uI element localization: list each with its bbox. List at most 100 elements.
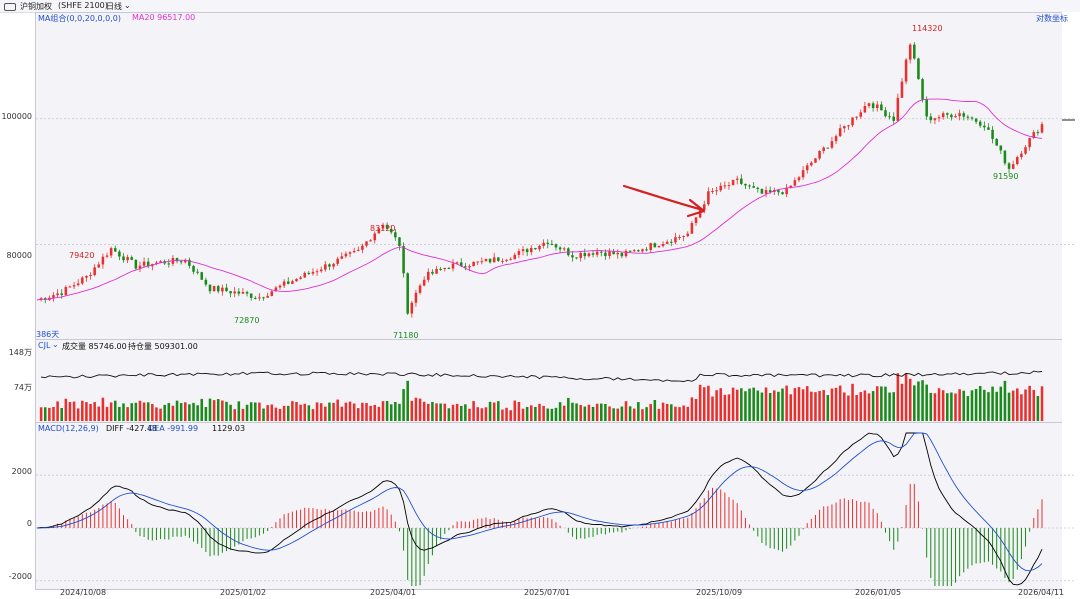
candle-body — [604, 252, 607, 257]
candle-body — [385, 224, 389, 229]
volume-bar — [805, 386, 809, 421]
candle-body — [781, 192, 784, 195]
volume-bar — [1016, 388, 1019, 421]
volume-tick-high: 148万 — [8, 348, 32, 357]
candle-body — [431, 271, 434, 274]
candle-body — [735, 178, 739, 180]
candle-body — [225, 287, 228, 292]
volume-bar — [134, 402, 138, 421]
cjl-chevron-icon[interactable]: ⌄ — [52, 340, 59, 349]
candle-body — [254, 297, 257, 299]
candle-body — [752, 186, 755, 188]
candle-body — [369, 240, 372, 242]
candle-body — [595, 251, 599, 255]
macd-label[interactable]: MACD(12,26,9) — [38, 424, 99, 433]
volume-bar — [830, 388, 834, 421]
candle-body — [97, 264, 101, 268]
price-panel[interactable] — [35, 12, 1077, 341]
candle-body — [126, 257, 129, 261]
candle-body — [336, 258, 339, 264]
candle-body — [913, 44, 916, 59]
volume-bar — [653, 399, 657, 421]
annotation-arrow — [622, 184, 705, 212]
candle-body — [682, 236, 685, 238]
candle-body — [212, 286, 216, 292]
volume-bar — [612, 408, 615, 421]
volume-bar — [311, 409, 315, 421]
candle-body — [435, 268, 438, 274]
volume-bar — [101, 397, 105, 421]
candle-body — [937, 117, 941, 119]
volume-bar — [958, 389, 961, 421]
macd-panel[interactable] — [35, 422, 1077, 590]
annotation-high-83120: 83120 — [370, 224, 396, 233]
volume-bar — [1032, 389, 1036, 421]
candle-body — [270, 291, 274, 296]
open-interest-value: 持仓量 509301.00 — [128, 342, 198, 351]
candle-body — [76, 283, 80, 286]
volume-bar — [204, 407, 208, 421]
candle-body — [1011, 164, 1015, 169]
volume-bar — [369, 405, 372, 421]
candle-body — [950, 114, 953, 118]
candle-body — [657, 246, 661, 248]
volume-bar — [208, 398, 212, 421]
volume-bar — [834, 387, 838, 421]
volume-bar — [105, 406, 109, 421]
volume-bar — [295, 401, 298, 421]
right-scale-strip — [1062, 12, 1080, 599]
volume-bar — [723, 394, 727, 421]
candle-body — [517, 251, 521, 255]
volume-bar — [641, 409, 644, 421]
volume-bar — [707, 385, 710, 421]
volume-bar — [645, 407, 648, 421]
candle-body — [698, 210, 702, 218]
volume-bar — [867, 393, 871, 421]
annotation-arrowhead — [686, 198, 706, 218]
candle-body — [908, 44, 912, 60]
price-tick-100000: 100000 — [1, 112, 32, 121]
candle-body — [68, 286, 72, 288]
instrument-name: 沪铜加权 — [20, 2, 52, 11]
candle-body — [299, 277, 302, 279]
macd-dea-line — [36, 432, 1043, 572]
volume-bar — [871, 391, 875, 421]
volume-bar — [616, 408, 620, 421]
volume-bar — [505, 407, 508, 421]
candle-body — [748, 185, 751, 187]
cjl-label[interactable]: CJL — [38, 341, 51, 350]
volume-bar — [517, 402, 521, 421]
candle-body — [105, 255, 109, 257]
annotation-high-114320: 114320 — [912, 24, 943, 33]
volume-bar — [410, 400, 414, 421]
candle-body — [332, 263, 335, 267]
volume-bar — [562, 405, 566, 421]
volume-bar — [270, 404, 274, 421]
volume-bar — [68, 402, 72, 421]
volume-bar — [950, 392, 953, 421]
volume-bar — [85, 402, 88, 421]
volume-bar — [373, 404, 377, 421]
candle-body — [954, 116, 957, 118]
volume-bar — [109, 402, 113, 421]
chevron-down-icon[interactable]: ⌄ — [124, 1, 131, 10]
candle-body — [501, 260, 504, 262]
volume-bar — [394, 401, 397, 421]
candle-body — [245, 292, 249, 294]
volume-bar — [492, 402, 496, 421]
volume-bar — [772, 390, 776, 421]
ma-indicator-label[interactable]: MA组合(0,0,20,0,0,0) — [38, 14, 121, 23]
candle-body — [534, 248, 537, 250]
volume-bar — [402, 389, 405, 421]
volume-bar — [740, 388, 743, 421]
candle-body — [583, 253, 587, 257]
period-selector[interactable]: 日线 — [106, 2, 122, 11]
log-coord-toggle[interactable]: 对数坐标 — [1036, 14, 1068, 23]
candle-body — [529, 248, 533, 253]
volume-bar — [731, 387, 735, 421]
candle-body — [196, 271, 199, 273]
candle-body — [52, 295, 55, 298]
candle-body — [56, 293, 59, 296]
candle-body — [600, 251, 603, 253]
candle-body — [81, 277, 84, 284]
